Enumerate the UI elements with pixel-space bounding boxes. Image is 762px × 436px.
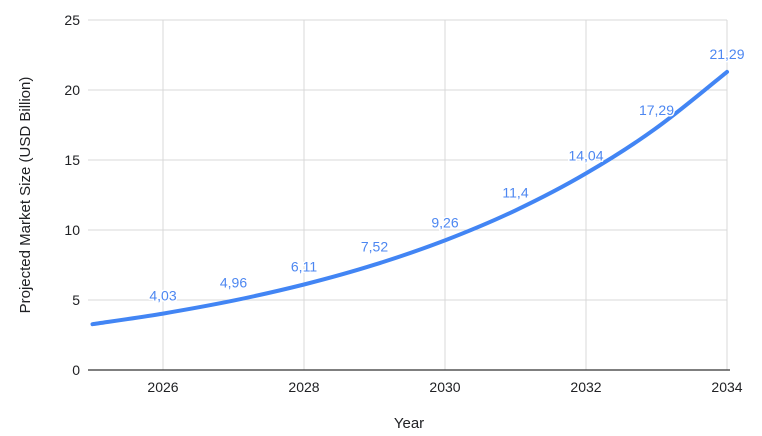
tick-labels: 2026 2028 2030 2032 2034 0 5 10 15 20 25 <box>64 12 742 395</box>
data-point-label: 14,04 <box>568 147 603 163</box>
gridlines <box>88 19 728 370</box>
data-point-label: 21,29 <box>709 46 744 62</box>
y-tick-label: 0 <box>72 362 80 378</box>
data-point-label: 7,52 <box>361 239 388 255</box>
y-tick-label: 25 <box>64 12 80 28</box>
data-point-label: 4,03 <box>149 288 176 304</box>
y-tick-label: 15 <box>64 152 80 168</box>
x-tick-label: 2034 <box>711 379 742 395</box>
data-point-label: 11,4 <box>502 184 528 200</box>
data-point-label: 6,11 <box>291 258 317 274</box>
data-point-label: 4,96 <box>220 275 247 291</box>
data-point-label: 9,26 <box>431 214 458 230</box>
market-size-series-line <box>90 69 729 327</box>
x-tick-label: 2028 <box>288 379 319 395</box>
y-tick-label: 10 <box>64 222 80 238</box>
series-line <box>90 69 729 327</box>
data-labels: 4,03 4,96 6,11 7,52 9,26 11,4 14,04 17,29 21,29 <box>148 44 746 305</box>
data-point-label: 17,29 <box>639 102 674 118</box>
x-tick-label: 2030 <box>429 379 460 395</box>
x-tick-label: 2032 <box>570 379 601 395</box>
y-tick-label: 5 <box>72 292 80 308</box>
y-axis-title: Projected Market Size (USD Billion) <box>17 77 34 314</box>
y-tick-label: 20 <box>64 82 80 98</box>
x-tick-label: 2026 <box>147 379 178 395</box>
x-axis-title: Year <box>394 415 424 432</box>
